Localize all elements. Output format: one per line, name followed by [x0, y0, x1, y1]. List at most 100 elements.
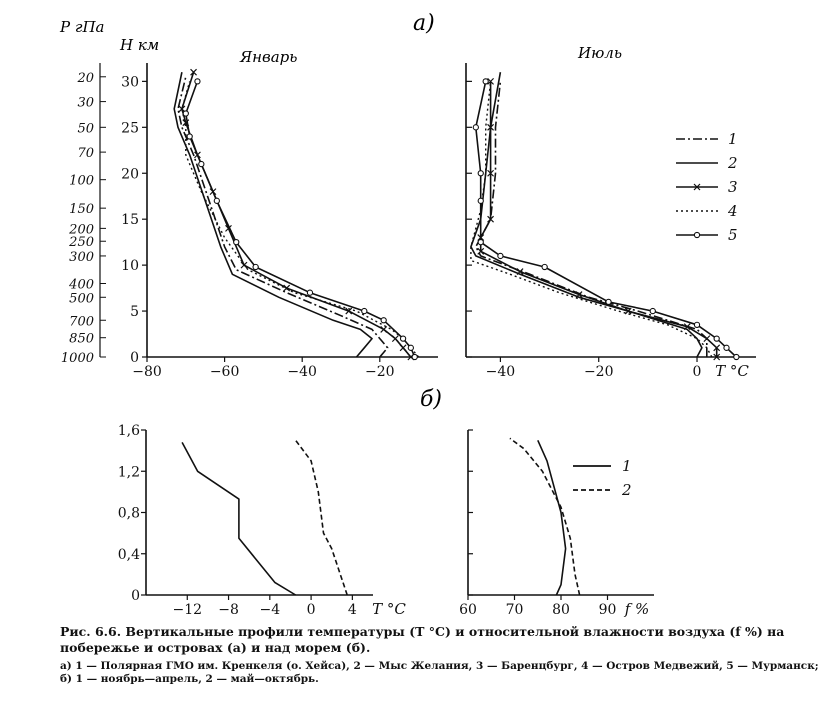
- january-y-tick-label: 15: [121, 212, 139, 228]
- sea-temperature-y-tick-label: 0,4: [118, 547, 140, 563]
- january-series-5-point-7: [233, 239, 240, 246]
- july-series-5-point-9: [477, 197, 484, 204]
- sea-humidity-x-axis-label: f %: [624, 600, 650, 618]
- july-series-3-point-0: [713, 353, 721, 361]
- january-y-tick-label: 0: [130, 350, 139, 366]
- legend-a-marker-3: [693, 183, 701, 191]
- january-series-3-point-5: [283, 284, 291, 292]
- sea-temperature-x-tick-label: −4: [259, 602, 280, 618]
- july-series-5-point-4: [649, 307, 656, 315]
- july-series-1-line: [475, 81, 708, 357]
- sea-temperature-x-tick-label: −8: [218, 602, 239, 618]
- july-x-tick-label: 0: [693, 364, 702, 380]
- july-x-tick-label: −40: [486, 364, 516, 380]
- july-series-3-line: [479, 81, 718, 357]
- july-series-3-point-11: [487, 123, 495, 131]
- july-series-3-point-6: [516, 268, 524, 275]
- july-series-3-point-12: [487, 77, 495, 85]
- pressure-axis-title: P гПа: [59, 18, 104, 36]
- january-series-5-point-0: [411, 353, 418, 361]
- january-series-3-point-11: [178, 105, 186, 113]
- sea-humidity-chart: 60 70 80 90 f %: [459, 429, 654, 618]
- july-x-tick-label: −20: [584, 364, 614, 380]
- july-series-3-point-7: [477, 247, 485, 255]
- july-series-5-point-12: [482, 78, 489, 85]
- pressure-tick-label: 100: [69, 174, 94, 189]
- january-series-5-point-10: [186, 133, 193, 140]
- january-series-5-line: [185, 81, 416, 358]
- legend-a-marker-5: [693, 231, 701, 239]
- sea-humidity-x-tick-label: 90: [599, 602, 617, 618]
- pressure-tick-label: 250: [68, 235, 94, 250]
- legend-a-label-1: 1: [728, 130, 738, 148]
- figure-caption-block: Рис. 6.6. Вертикальные профили температу…: [60, 624, 820, 686]
- january-y-tick-label: 5: [130, 304, 139, 320]
- july-series-5-point-8: [477, 239, 484, 246]
- january-x-tick-label: −40: [287, 364, 317, 380]
- july-series-5-line: [475, 81, 737, 358]
- july-series-5-point-3: [693, 321, 701, 328]
- pressure-tick-label: 50: [77, 121, 94, 136]
- january-y-tick-label: 10: [121, 258, 139, 274]
- part-b-label: б): [420, 387, 442, 412]
- january-title: Январь: [239, 48, 297, 66]
- sea-humidity-x-tick-label: 60: [459, 602, 477, 618]
- legend-seasons: 12: [573, 457, 632, 499]
- july-series-3-point-3: [683, 323, 691, 331]
- legend-a-label-4: 4: [727, 202, 738, 220]
- january-series-4-line: [181, 81, 420, 358]
- pressure-tick-label: 70: [77, 146, 94, 161]
- sea-temperature-y-tick-label: 0: [131, 588, 140, 604]
- january-series-3-point-4: [345, 307, 353, 315]
- july-title: Июль: [577, 44, 622, 62]
- january-x-tick-label: −80: [132, 364, 162, 380]
- sea-humidity-series-2-line: [509, 437, 581, 596]
- sea-temperature-x-tick-label: 0: [307, 602, 316, 618]
- january-series-5-point-2: [399, 335, 407, 342]
- january-series-5-point-8: [213, 197, 220, 204]
- pressure-tick-label: 1000: [61, 351, 94, 366]
- july-x-axis-label: T °C: [715, 362, 749, 380]
- figure-caption-legend: а) 1 — Полярная ГМО им. Кренкеля (о. Хей…: [60, 660, 819, 685]
- sea-humidity-series-1-line: [537, 439, 567, 596]
- legend-stations: 1 2 3 4 5: [676, 130, 738, 244]
- pressure-tick-label: 700: [69, 314, 94, 329]
- january-series-3-point-2: [391, 335, 399, 343]
- july-series-5-point-7: [497, 252, 504, 260]
- july-series-2-line: [470, 72, 703, 358]
- july-series-5-point-2: [713, 335, 720, 342]
- sea-temperature-y-tick-label: 1,2: [118, 464, 140, 480]
- january-series-5-point-3: [380, 317, 387, 324]
- legend-b-label-2: 2: [621, 481, 632, 499]
- pressure-tick-label: 150: [69, 202, 94, 217]
- january-series-5-point-6: [252, 263, 259, 271]
- january-y-tick-label: 20: [121, 166, 139, 182]
- sea-humidity-x-tick-label: 80: [552, 602, 570, 618]
- sea-temperature-x-tick-label: 4: [348, 602, 357, 618]
- pressure-tick-label: 20: [76, 71, 94, 86]
- january-series-3-line: [181, 71, 412, 358]
- pressure-tick-label: 300: [69, 250, 94, 265]
- part-a-label: а): [413, 11, 435, 36]
- july-series-3-point-5: [575, 291, 583, 298]
- sea-temperature-chart: 0 0,4 0,8 1,2 1,6 −12 −8 −4 0 4 T °C: [118, 423, 407, 618]
- height-axis-title: H км: [119, 36, 159, 54]
- january-series-1-line: [177, 76, 389, 358]
- july-series-5-point-6: [541, 263, 548, 271]
- july-series-4-line: [470, 81, 713, 358]
- sea-temperature-series-2-line: [294, 439, 348, 596]
- sea-humidity-x-tick-label: 70: [506, 602, 524, 618]
- january-series-5-point-4: [361, 307, 368, 315]
- pressure-tick-label: 30: [77, 96, 94, 111]
- january-series-5-point-5: [306, 289, 314, 296]
- january-series-3-point-1: [399, 344, 407, 352]
- july-series-3-point-9: [487, 215, 495, 223]
- sea-temperature-series-1-line: [181, 442, 297, 596]
- july-series-5-point-5: [605, 298, 612, 306]
- legend-a-label-2: 2: [727, 154, 738, 172]
- july-series-3-point-2: [703, 335, 711, 343]
- pressure-tick-label: 500: [69, 291, 94, 306]
- january-series-3-point-12: [190, 68, 197, 76]
- july-series-5-point-0: [733, 353, 740, 361]
